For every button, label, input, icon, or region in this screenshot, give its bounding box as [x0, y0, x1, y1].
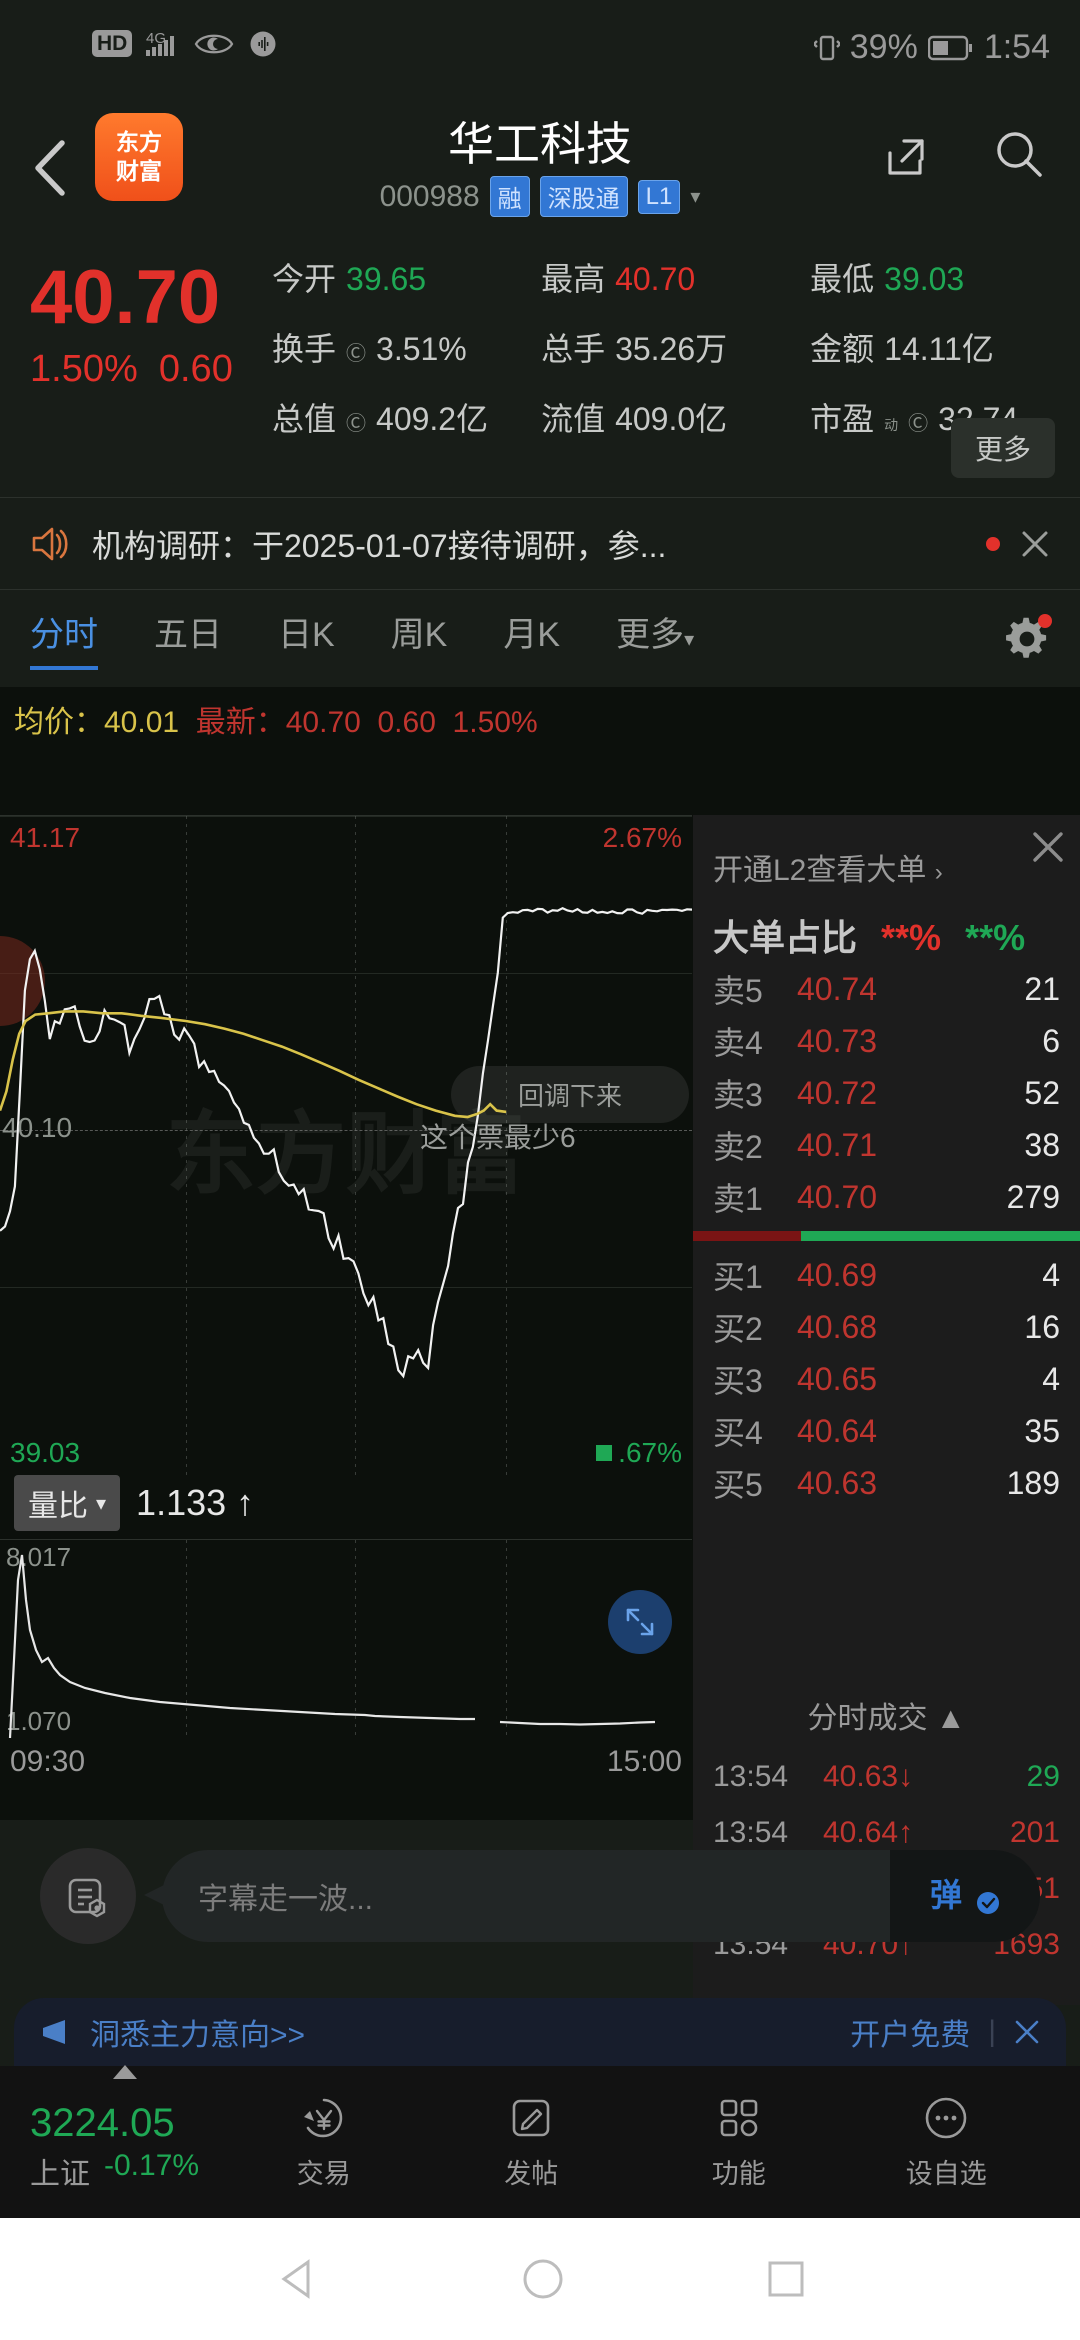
svg-text:弹: 弹: [930, 1877, 962, 1913]
svg-text:4G: 4G: [146, 31, 166, 47]
